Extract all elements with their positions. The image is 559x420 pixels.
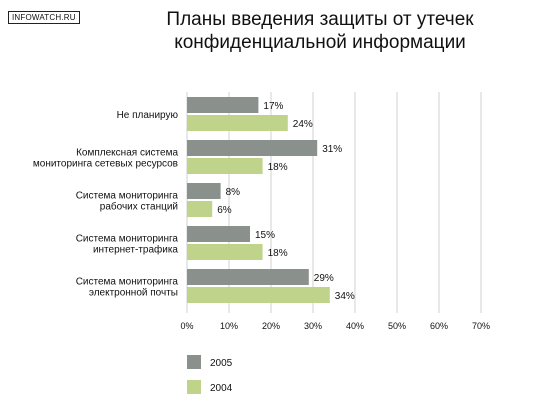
bar-2004 xyxy=(187,244,263,260)
category-label: Комплексная система xyxy=(76,148,178,159)
bar-2004 xyxy=(187,287,330,303)
category-label: Система мониторинга xyxy=(76,234,179,245)
bar-2005 xyxy=(187,226,250,242)
category-label: рабочих станций xyxy=(100,201,178,213)
data-label: 34% xyxy=(335,291,355,302)
chart-title-line-2: конфиденциальной информации xyxy=(174,32,466,53)
x-tick-label: 40% xyxy=(346,321,364,331)
legend-swatch-2005 xyxy=(187,355,201,369)
infowatch-logo: INFOWATCH.RU xyxy=(8,11,80,24)
data-label: 6% xyxy=(217,205,232,216)
category-label: Не планирую xyxy=(117,110,179,121)
data-label: 18% xyxy=(268,162,288,173)
chart-title-line-1: Планы введения защиты от утечек xyxy=(166,9,474,30)
category-label: интернет-трафика xyxy=(93,244,178,256)
x-tick-label: 30% xyxy=(304,321,322,331)
data-label: 29% xyxy=(314,273,334,284)
legend-label: 2004 xyxy=(210,383,233,394)
data-label: 15% xyxy=(255,230,275,241)
data-label: 24% xyxy=(293,119,313,130)
bar-2004 xyxy=(187,158,263,174)
x-tick-label: 0% xyxy=(180,321,193,331)
category-label: Система мониторинга xyxy=(76,191,179,202)
category-label: мониторинга сетевых ресурсов xyxy=(33,159,178,170)
bar-2004 xyxy=(187,201,213,217)
bar-2004 xyxy=(187,115,288,131)
bar-2005 xyxy=(187,269,309,285)
data-label: 18% xyxy=(268,248,288,259)
data-label: 8% xyxy=(226,187,241,198)
bar-2005 xyxy=(187,140,318,156)
legend-swatch-2004 xyxy=(187,380,201,394)
legend-label: 2005 xyxy=(210,358,233,369)
bar-2005 xyxy=(187,183,221,199)
bar-2005 xyxy=(187,97,259,113)
x-tick-label: 50% xyxy=(388,321,406,331)
data-label: 31% xyxy=(322,144,342,155)
chart-title: Планы введения защиты от утечек конфиден… xyxy=(120,8,520,54)
data-label: 17% xyxy=(263,101,283,112)
x-tick-label: 60% xyxy=(430,321,448,331)
x-tick-label: 20% xyxy=(262,321,280,331)
category-label: электронной почты xyxy=(89,288,178,299)
x-tick-label: 70% xyxy=(472,321,490,331)
x-tick-label: 10% xyxy=(220,321,238,331)
category-label: Система мониторинга xyxy=(76,277,179,288)
